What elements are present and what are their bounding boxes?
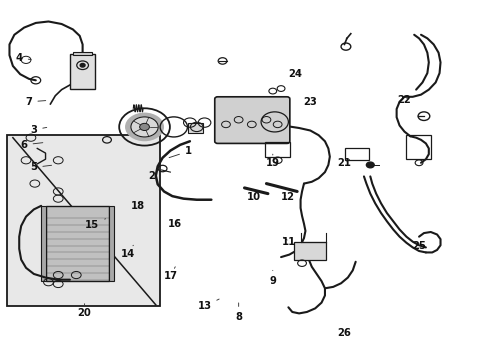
Bar bbox=[344, 148, 368, 160]
Circle shape bbox=[131, 117, 158, 137]
FancyBboxPatch shape bbox=[214, 97, 289, 143]
Bar bbox=[70, 54, 95, 89]
Text: 13: 13 bbox=[197, 299, 219, 311]
Bar bbox=[406, 135, 430, 159]
Circle shape bbox=[366, 162, 373, 168]
Bar bbox=[73, 51, 92, 55]
Text: 6: 6 bbox=[20, 140, 43, 150]
Bar bbox=[109, 206, 114, 281]
Bar bbox=[294, 242, 325, 260]
Text: 16: 16 bbox=[168, 219, 182, 229]
Text: 26: 26 bbox=[337, 328, 351, 338]
Text: 9: 9 bbox=[269, 270, 276, 286]
Text: 18: 18 bbox=[131, 201, 145, 211]
Text: 1: 1 bbox=[169, 146, 192, 158]
Text: 10: 10 bbox=[247, 192, 261, 202]
Bar bbox=[188, 123, 203, 134]
Text: 3: 3 bbox=[30, 125, 47, 135]
Bar bbox=[41, 206, 46, 281]
Text: 12: 12 bbox=[280, 192, 294, 202]
Text: 25: 25 bbox=[411, 241, 425, 251]
Text: 4: 4 bbox=[16, 53, 31, 63]
Bar bbox=[6, 135, 160, 306]
Bar bbox=[45, 206, 109, 281]
Bar bbox=[264, 141, 290, 157]
Circle shape bbox=[80, 63, 85, 67]
Circle shape bbox=[125, 113, 163, 141]
Text: 23: 23 bbox=[303, 97, 317, 107]
Text: 17: 17 bbox=[163, 267, 177, 281]
Text: 24: 24 bbox=[288, 69, 302, 79]
Text: 22: 22 bbox=[397, 95, 410, 105]
Text: 21: 21 bbox=[337, 158, 351, 168]
Text: 2: 2 bbox=[148, 169, 160, 181]
Text: 8: 8 bbox=[235, 303, 242, 322]
Text: 14: 14 bbox=[120, 245, 134, 258]
Circle shape bbox=[140, 123, 149, 131]
Text: 19: 19 bbox=[265, 154, 279, 168]
Text: 7: 7 bbox=[25, 97, 45, 107]
Text: 11: 11 bbox=[282, 237, 296, 247]
Text: 20: 20 bbox=[78, 304, 91, 318]
Text: 5: 5 bbox=[30, 162, 51, 172]
Text: 15: 15 bbox=[85, 219, 105, 230]
